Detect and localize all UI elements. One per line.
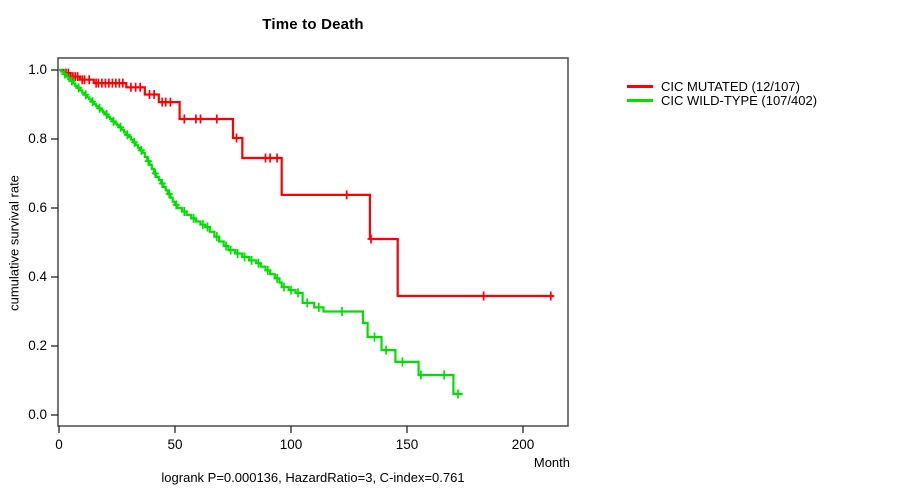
legend: CIC MUTATED (12/107) CIC WILD-TYPE (107/… (627, 79, 817, 108)
y-tick-label: 0.8 (28, 131, 47, 146)
plot-title: Time to Death (262, 16, 364, 33)
y-tick-label: 0.4 (28, 269, 47, 284)
plot-box (57, 57, 569, 427)
y-tick-label: 0.2 (28, 338, 47, 353)
stats-annotation: logrank P=0.000136, HazardRatio=3, C-ind… (161, 470, 465, 485)
x-tick-label: 0 (55, 437, 63, 452)
legend-line-icon-red (627, 84, 653, 88)
legend-label: CIC MUTATED (12/107) (661, 78, 800, 94)
censor-marks-cic-wild-type (61, 69, 462, 399)
x-tick-label: 100 (279, 437, 303, 452)
x-tick-label: 200 (511, 437, 535, 452)
survival-curve-cic-wild-type (59, 68, 463, 396)
legend-line-icon-green (627, 99, 653, 103)
censor-marks-cic-mutated (62, 68, 555, 301)
legend-item-cic-mutated: CIC MUTATED (12/107) (627, 79, 817, 94)
legend-item-cic-wild-type: CIC WILD-TYPE (107/402) (627, 93, 818, 109)
x-tick-label: 150 (395, 437, 419, 452)
survival-curve-cic-mutated (59, 68, 554, 298)
y-tick-label: 0.0 (28, 407, 47, 422)
y-tick-label: 1.0 (28, 62, 47, 77)
legend-label: CIC WILD-TYPE (107/402) (661, 93, 818, 109)
x-tick-label: 50 (167, 437, 183, 452)
y-tick-label: 0.6 (28, 200, 47, 215)
x-axis-label: Month (533, 455, 570, 470)
